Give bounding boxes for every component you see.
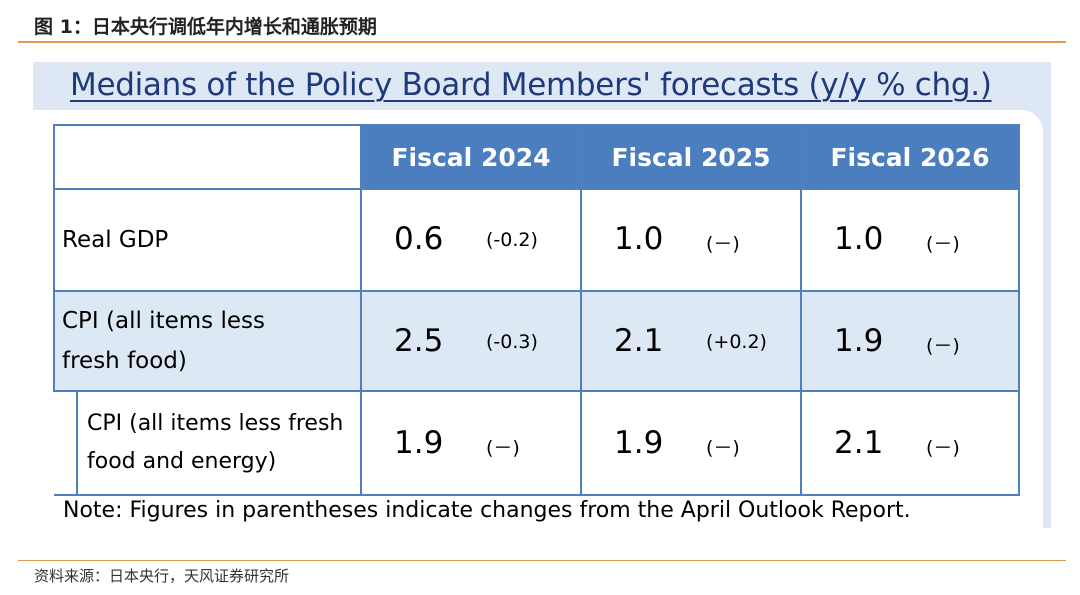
header-fiscal-2025: Fiscal 2025 [580,124,802,190]
cell-change: (－) [926,437,960,459]
row-label-indent: CPI (all items less fresh food and energ… [76,392,360,494]
cell-value: 1.9 [614,425,664,461]
table-cell: 2.1 (+0.2) [580,290,802,392]
row-label-real-gdp: Real GDP [53,188,362,292]
cell-value: 1.0 [834,221,884,257]
cell-value: 1.9 [834,323,884,359]
table-cell: 1.9 (－) [580,390,802,496]
cell-change: (-0.2) [486,229,538,251]
cell-value: 1.0 [614,221,664,257]
row-label-cpi: CPI (all items less fresh food) [53,290,362,392]
cell-change: (-0.3) [486,331,538,353]
table-cell: 2.1 (－) [800,390,1020,496]
table-title: Medians of the Policy Board Members' for… [70,67,992,103]
cell-change: (－) [706,233,740,255]
table-row: Real GDP 0.6 (-0.2) 1.0 (－) 1.0 (－) [53,188,1020,292]
figure-title: 图 1：日本央行调低年内增长和通胀预期 [34,16,377,38]
bottom-divider [18,560,1066,561]
row-label-line: CPI (all items less fresh [87,411,344,436]
table-row: CPI (all items less fresh food and energ… [54,390,1020,496]
header-row: Fiscal 2024 Fiscal 2025 Fiscal 2026 [53,124,1020,190]
table-row: CPI (all items less fresh food) 2.5 (-0.… [53,290,1020,392]
cell-value: 2.5 [394,323,444,359]
cell-change: (－) [926,335,960,357]
cell-change: (+0.2) [706,331,767,353]
table-note: Note: Figures in parentheses indicate ch… [63,498,911,523]
source-text: 资料来源：日本央行，天风证券研究所 [34,567,290,585]
cell-change: (－) [706,437,740,459]
top-divider [18,41,1066,43]
table-cell: 1.9 (－) [360,390,582,496]
cell-value: 2.1 [614,323,664,359]
cell-value: 0.6 [394,221,444,257]
table-cell: 0.6 (-0.2) [360,188,582,292]
row-label-line: food and energy) [87,449,277,474]
row-label-core-cpi: CPI (all items less fresh food and energ… [54,390,362,496]
table-cell: 1.9 (－) [800,290,1020,392]
cell-value: 1.9 [394,425,444,461]
header-fiscal-2024: Fiscal 2024 [360,124,582,190]
cell-value: 2.1 [834,425,884,461]
row-label-line: Real GDP [62,227,169,253]
row-label-line: fresh food) [62,348,187,374]
cell-change: (－) [926,233,960,255]
forecast-table: Fiscal 2024 Fiscal 2025 Fiscal 2026 Real… [53,124,1020,496]
row-label-line: CPI (all items less [62,308,265,334]
header-fiscal-2026: Fiscal 2026 [800,124,1020,190]
cell-change: (－) [486,437,520,459]
table-cell: 2.5 (-0.3) [360,290,582,392]
table-cell: 1.0 (－) [800,188,1020,292]
table-cell: 1.0 (－) [580,188,802,292]
header-corner [53,124,362,190]
